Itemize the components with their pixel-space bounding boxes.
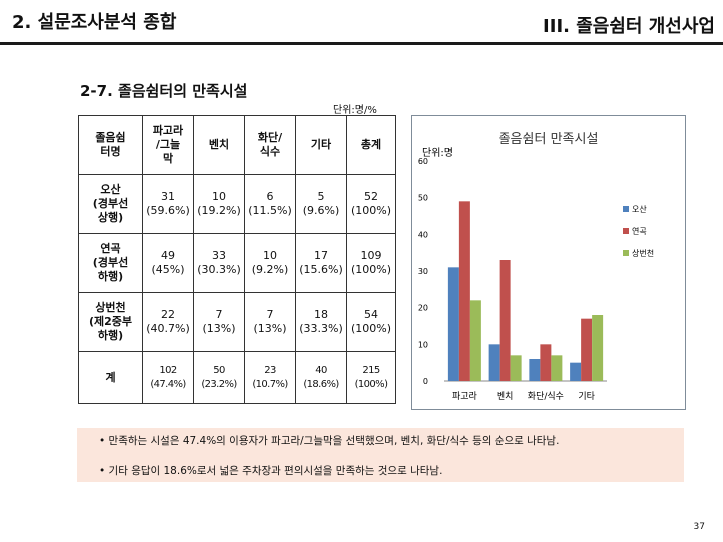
header-cell-other: 기타 (295, 115, 347, 175)
bar-오산 (570, 362, 582, 381)
table-cell: 109 (100%) (346, 233, 396, 293)
chart-title: 졸음쉼터 만족시설 (498, 132, 599, 147)
table-row: 연곡 (경부선 하행) 49 (45%) 33 (30.3%) 10 (9.2%) 17(… (78, 233, 396, 293)
y-tick-label: 50 (418, 194, 428, 203)
table-cell: 10 (19.2%) (193, 174, 245, 234)
header-cell-total: 총계 (346, 115, 396, 175)
y-tick-label: 60 (418, 157, 428, 166)
section-title: 2-7. 졸음쉼터의 만족시설 (80, 82, 248, 100)
legend-swatch (623, 228, 629, 234)
table-cell: 6 (11.5%) (244, 174, 296, 234)
chart-y-unit-label: 단위:명 (422, 148, 453, 159)
table-cell: 22 (40.7%) (142, 292, 194, 352)
bar-연곡 (581, 318, 593, 381)
table-cell: 7 (13%) (244, 292, 296, 352)
header-divider (0, 42, 723, 45)
x-tick-label: 기타 (578, 391, 595, 402)
table-cell: 23 (10.7%) (244, 351, 296, 404)
table-cell: 31 (59.6%) (142, 174, 194, 234)
row-label: 상번천 (제2중부 하행) (78, 292, 143, 352)
table-header-row: 졸음쉼 터명 파고라/그늘 막 벤치 화단/식수 기타 총계 (78, 115, 396, 175)
bar-chart: 졸음쉼터 만족시설 단위:명 0 10 20 30 40 50 60 파고라 벤치 화단/식수 기타… (411, 115, 686, 410)
x-tick-label: 화단/식수 (528, 391, 564, 402)
table-unit-label: 단위:명/% (333, 105, 377, 116)
table-cell: 40 (18.6%) (295, 351, 347, 404)
bar-상번천 (510, 355, 522, 381)
summary-note-box: • 만족하는 시설은 47.4%의 이용자가 파고라/그늘막을 선택했으며, 벤… (77, 428, 684, 482)
satisfaction-table: 졸음쉼 터명 파고라/그늘 막 벤치 화단/식수 기타 총계 오산 (경부선 상행) 3… (78, 115, 396, 404)
table-cell: 17 (15.6%) (295, 233, 347, 293)
bar-상번천 (592, 315, 604, 381)
table-cell: 52 (100%) (346, 174, 396, 234)
table-cell: 49 (45%) (142, 233, 194, 293)
bar-연곡 (458, 201, 470, 381)
table-cell: 18 (33.3%) (295, 292, 347, 352)
table-cell: 102 (47.4%) (142, 351, 194, 404)
page-number: 37 (693, 522, 705, 532)
header-cell-pergola: 파고라/그늘 막 (142, 115, 194, 175)
legend-swatch (623, 250, 629, 256)
bar-상번천 (469, 300, 481, 381)
chapter-header-title: III. 졸음쉼터 개선사업 (543, 16, 715, 37)
x-tick-label: 벤치 (497, 390, 514, 402)
legend-swatch (623, 206, 629, 212)
summary-note: • 만족하는 시설은 47.4%의 이용자가 파고라/그늘막을 선택했으며, 벤… (99, 435, 560, 447)
y-tick-label: 30 (418, 267, 428, 276)
table-cell: 5 (9.6%) (295, 174, 347, 234)
table-cell: 7 (13%) (193, 292, 245, 352)
y-tick-label: 40 (418, 230, 428, 239)
header-cell-flowerbed: 화단/식수 (244, 115, 296, 175)
table-total-row: 계 102 (47.4%) 50 (23.2%) 23 (10.7%) 40 (18.6… (78, 351, 396, 404)
header-cell-bench: 벤치 (193, 115, 245, 175)
bar-오산 (447, 267, 459, 381)
bar-연곡 (540, 344, 552, 381)
bar-상번천 (551, 355, 563, 381)
section-header-title: 2. 설문조사분석 종합 (12, 12, 177, 33)
row-label: 오산 (경부선 상행) (78, 174, 143, 234)
y-tick-label: 10 (418, 340, 428, 349)
y-tick-label: 20 (418, 304, 428, 313)
y-tick-label: 0 (423, 377, 428, 386)
table-cell: 50 (23.2%) (193, 351, 245, 404)
table-cell: 54 (100%) (346, 292, 396, 352)
x-tick-label: 파고라 (452, 391, 478, 402)
legend-label: 연곡 (632, 227, 647, 236)
legend-label: 상번천 (632, 248, 654, 258)
summary-note: • 기타 응답이 18.6%로서 넓은 주차장과 편의시설을 만족하는 것으로 … (99, 465, 443, 477)
table-cell: 10 (9.2%) (244, 233, 296, 293)
table-cell: 215 (100%) (346, 351, 396, 404)
table-row: 상번천 (제2중부 하행) 22 (40.7%) 7 (13%) 7 (13%) 18 (3… (78, 292, 396, 352)
bar-오산 (529, 359, 541, 381)
table-cell: 33 (30.3%) (193, 233, 245, 293)
header-cell-location: 졸음쉼 터명 (78, 115, 143, 175)
bar-오산 (488, 344, 500, 381)
row-label: 연곡 (경부선 하행) (78, 233, 143, 293)
legend-label: 오산 (632, 204, 647, 214)
table-row: 오산 (경부선 상행) 31 (59.6%) 10 (19.2%) 6 (11.5%) 5… (78, 174, 396, 234)
row-label: 계 (78, 351, 143, 404)
bar-연곡 (499, 260, 511, 381)
